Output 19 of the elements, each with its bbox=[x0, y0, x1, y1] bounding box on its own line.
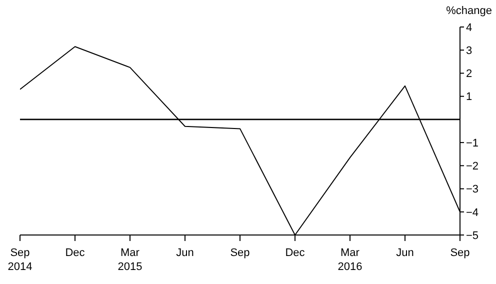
y-tick-label: 2 bbox=[466, 68, 472, 80]
y-tick-label: 3 bbox=[466, 45, 472, 58]
y-tick-label: 1 bbox=[466, 91, 472, 104]
x-tick-label: Dec bbox=[285, 247, 306, 259]
y-tick-label: −1 bbox=[466, 137, 479, 150]
x-tick-label: Mar 2016 bbox=[338, 247, 362, 273]
x-tick-label: Dec bbox=[65, 247, 86, 259]
y-tick-label: −4 bbox=[466, 206, 479, 219]
x-tick-label: Sep bbox=[230, 247, 250, 259]
x-tick-label: Jun bbox=[396, 247, 414, 259]
x-tick-label: Sep bbox=[450, 247, 470, 259]
x-tick-label: Jun bbox=[176, 247, 194, 259]
y-tick-label: −5 bbox=[466, 230, 479, 242]
x-tick-label: Mar 2015 bbox=[118, 247, 142, 273]
y-tick-label: −3 bbox=[466, 184, 479, 196]
x-tick-label: Sep 2014 bbox=[8, 247, 32, 273]
y-tick-label: −2 bbox=[466, 160, 479, 173]
y-axis-title: %change bbox=[446, 5, 492, 17]
y-tick-label: 4 bbox=[466, 22, 472, 34]
